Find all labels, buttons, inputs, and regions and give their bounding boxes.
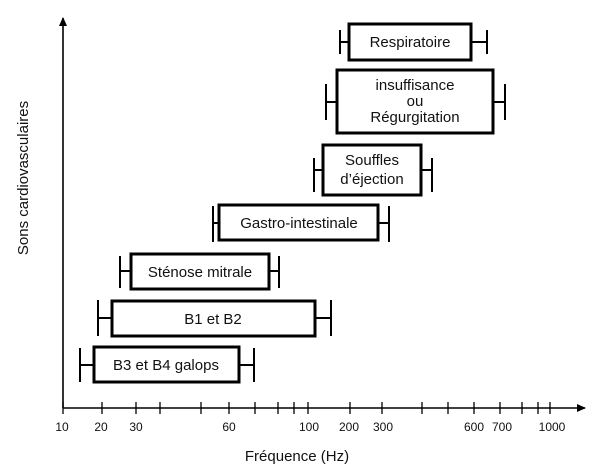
band-box-b3-b4-galops — [92, 345, 241, 384]
band-box-respiratoire — [347, 22, 473, 62]
x-axis-tick-labels: 10 20 30 60 100 200 300 600 700 1000 — [55, 420, 565, 434]
band-label-regurgitation-line3: Régurgitation — [370, 109, 459, 126]
band-box-b1-b2 — [110, 299, 317, 338]
band-regurgitation: insuffisance ou Régurgitation — [325, 68, 506, 135]
band-souffles-ejection: Souffles d’éjection — [313, 143, 433, 197]
tick-label-600: 600 — [464, 420, 484, 434]
band-label-b3-b4-galops: B3 et B4 galops — [113, 357, 219, 374]
band-box-gastro-intestinale — [217, 203, 380, 242]
band-b1-b2: B1 et B2 — [97, 299, 332, 338]
band-label-regurgitation-line2: ou — [407, 93, 424, 110]
band-box-stenose-mitrale — [129, 252, 271, 291]
tick-label-30: 30 — [129, 420, 143, 434]
band-label-regurgitation-line1: insuffisance — [376, 77, 455, 94]
tick-label-10: 10 — [55, 420, 69, 434]
band-b3-b4-galops: B3 et B4 galops — [79, 345, 255, 384]
tick-label-300: 300 — [373, 420, 393, 434]
tick-label-1000: 1000 — [539, 420, 566, 434]
band-respiratoire: Respiratoire — [339, 22, 488, 62]
tick-label-200: 200 — [339, 420, 359, 434]
band-label-stenose-mitrale: Sténose mitrale — [148, 264, 252, 281]
tick-label-700: 700 — [492, 420, 512, 434]
y-axis-title: Sons cardiovasculaires — [15, 101, 32, 255]
band-label-gastro-intestinale: Gastro-intestinale — [240, 215, 358, 232]
band-box-souffles-ejection — [321, 143, 423, 197]
band-gastro-intestinale: Gastro-intestinale — [212, 203, 390, 242]
band-label-b1-b2: B1 et B2 — [184, 311, 242, 328]
tick-label-20: 20 — [94, 420, 108, 434]
band-box-regurgitation — [335, 68, 495, 135]
band-stenose-mitrale: Sténose mitrale — [119, 252, 280, 291]
band-label-respiratoire: Respiratoire — [370, 34, 451, 51]
band-label-souffles-line2: d’éjection — [340, 171, 403, 188]
band-label-souffles-line1: Souffles — [345, 152, 399, 169]
x-axis-title: Fréquence (Hz) — [245, 448, 349, 465]
tick-label-100: 100 — [299, 420, 319, 434]
tick-label-60: 60 — [222, 420, 236, 434]
x-axis-ticks — [62, 402, 551, 414]
